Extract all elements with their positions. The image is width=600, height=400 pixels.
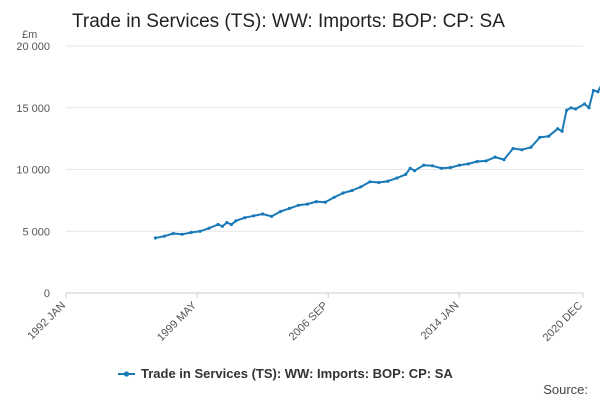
data-point[interactable] xyxy=(569,106,573,110)
y-tick-label: 10 000 xyxy=(16,165,50,177)
data-point[interactable] xyxy=(596,90,600,94)
data-point[interactable] xyxy=(243,216,247,220)
data-point[interactable] xyxy=(582,102,587,106)
data-point[interactable] xyxy=(547,134,551,138)
data-point[interactable] xyxy=(270,214,274,218)
x-tick-label: 2006 SEP xyxy=(287,300,331,344)
data-point[interactable] xyxy=(574,107,578,111)
x-tick-label: 1992 JAN xyxy=(25,300,68,343)
y-axis-ticks: 0 5 000 10 000 15 000 20 000 xyxy=(16,41,50,300)
data-point[interactable] xyxy=(448,166,452,170)
data-point[interactable] xyxy=(413,169,417,173)
data-point[interactable] xyxy=(484,159,488,163)
data-point[interactable] xyxy=(198,229,202,233)
data-point[interactable] xyxy=(278,209,283,214)
data-point[interactable] xyxy=(493,155,497,159)
series-group xyxy=(153,85,600,240)
data-point[interactable] xyxy=(591,88,596,93)
data-point[interactable] xyxy=(538,135,542,139)
y-axis-unit: £m xyxy=(22,29,37,41)
data-point[interactable] xyxy=(296,203,300,207)
data-point[interactable] xyxy=(252,214,256,218)
y-tick-label: 15 000 xyxy=(16,103,50,115)
data-point[interactable] xyxy=(216,222,220,227)
data-point[interactable] xyxy=(422,163,426,167)
source-label: Source: xyxy=(543,382,588,397)
data-point[interactable] xyxy=(171,231,175,236)
data-point[interactable] xyxy=(430,164,435,168)
data-point[interactable] xyxy=(466,162,470,166)
data-point[interactable] xyxy=(261,212,265,216)
data-point[interactable] xyxy=(189,230,193,235)
legend[interactable]: Trade in Services (TS): WW: Imports: BOP… xyxy=(118,366,453,381)
data-point[interactable] xyxy=(520,148,524,152)
data-point[interactable] xyxy=(404,172,408,176)
data-point[interactable] xyxy=(565,108,569,112)
x-tick-label: 2014 JAN xyxy=(419,300,462,343)
data-point[interactable] xyxy=(511,146,515,151)
data-point[interactable] xyxy=(162,234,166,238)
data-point[interactable] xyxy=(314,200,318,204)
legend-dot-marker xyxy=(123,371,130,377)
data-point[interactable] xyxy=(341,191,345,195)
data-point[interactable] xyxy=(234,219,238,223)
data-point[interactable] xyxy=(529,145,533,149)
y-tick-label: 0 xyxy=(44,288,50,300)
data-point[interactable] xyxy=(502,158,506,162)
data-point[interactable] xyxy=(153,236,157,240)
data-point[interactable] xyxy=(457,163,461,167)
series-line xyxy=(155,85,600,239)
data-point[interactable] xyxy=(408,166,412,170)
data-point[interactable] xyxy=(377,180,381,185)
data-point[interactable] xyxy=(323,200,327,204)
data-point[interactable] xyxy=(220,224,224,228)
data-point[interactable] xyxy=(386,179,390,183)
y-tick-label: 5 000 xyxy=(22,226,50,238)
data-point[interactable] xyxy=(305,202,309,206)
data-point[interactable] xyxy=(207,226,211,230)
data-point[interactable] xyxy=(395,176,399,180)
data-point[interactable] xyxy=(560,129,564,133)
legend-label: Trade in Services (TS): WW: Imports: BOP… xyxy=(141,366,453,381)
data-point[interactable] xyxy=(229,222,233,227)
data-point[interactable] xyxy=(587,106,591,110)
data-point[interactable] xyxy=(350,188,354,193)
gridlines xyxy=(66,45,583,294)
data-point[interactable] xyxy=(225,221,229,225)
x-axis-ticks: 1992 JAN 1999 MAY 2006 SEP 2014 JAN 2020 DEC xyxy=(25,293,585,344)
y-tick-label: 20 000 xyxy=(16,41,50,53)
data-point[interactable] xyxy=(439,166,444,170)
data-point[interactable] xyxy=(359,185,363,189)
data-point[interactable] xyxy=(332,195,336,199)
x-tick-label: 1999 MAY xyxy=(155,299,200,344)
x-tick-label: 2020 DEC xyxy=(541,300,585,344)
chart-title: Trade in Services (TS): WW: Imports: BOP… xyxy=(72,11,505,32)
data-point[interactable] xyxy=(368,180,372,184)
data-point[interactable] xyxy=(287,206,292,210)
data-point[interactable] xyxy=(475,159,479,164)
data-point[interactable] xyxy=(556,127,560,131)
data-point[interactable] xyxy=(180,232,184,236)
